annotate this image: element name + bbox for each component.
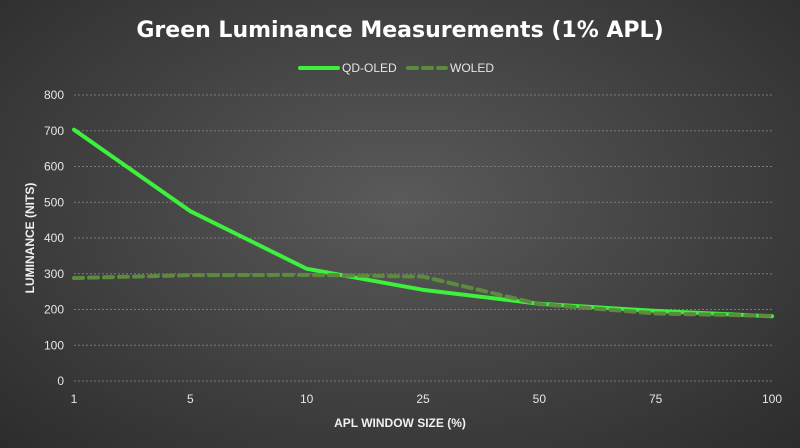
gridlines xyxy=(74,94,772,382)
series-line-woled xyxy=(72,272,774,318)
x-axis-ticks: 1 5 10 25 50 75 100 xyxy=(71,392,783,406)
x-tick-label: 1 xyxy=(71,392,78,406)
x-tick-label: 50 xyxy=(533,392,547,406)
y-tick-label: 200 xyxy=(44,303,64,317)
y-tick-label: 700 xyxy=(44,124,64,138)
y-tick-label: 300 xyxy=(44,267,64,281)
x-tick-label: 100 xyxy=(762,392,782,406)
y-tick-label: 800 xyxy=(44,88,64,102)
y-axis-label: LUMINANCE (NITS) xyxy=(23,183,37,294)
x-axis-label: APL WINDOW SIZE (%) xyxy=(334,416,466,430)
legend: QD-OLED WOLED xyxy=(298,61,494,75)
y-tick-label: 100 xyxy=(44,338,64,352)
y-tick-label: 600 xyxy=(44,160,64,174)
x-tick-label: 10 xyxy=(300,392,314,406)
chart-title: Green Luminance Measurements (1% APL) xyxy=(136,18,663,43)
legend-label-woled: WOLED xyxy=(450,61,494,75)
y-tick-label: 400 xyxy=(44,231,64,245)
x-tick-label: 5 xyxy=(187,392,194,406)
x-tick-label: 25 xyxy=(416,392,430,406)
y-tick-label: 0 xyxy=(57,374,64,388)
series-group xyxy=(72,127,774,319)
y-tick-label: 500 xyxy=(44,195,64,209)
x-tick-label: 75 xyxy=(649,392,663,406)
series-line-qd-oled xyxy=(72,127,774,319)
y-axis-ticks: 0 100 200 300 400 500 600 700 800 xyxy=(44,88,64,388)
legend-label-qd-oled: QD-OLED xyxy=(342,61,397,75)
